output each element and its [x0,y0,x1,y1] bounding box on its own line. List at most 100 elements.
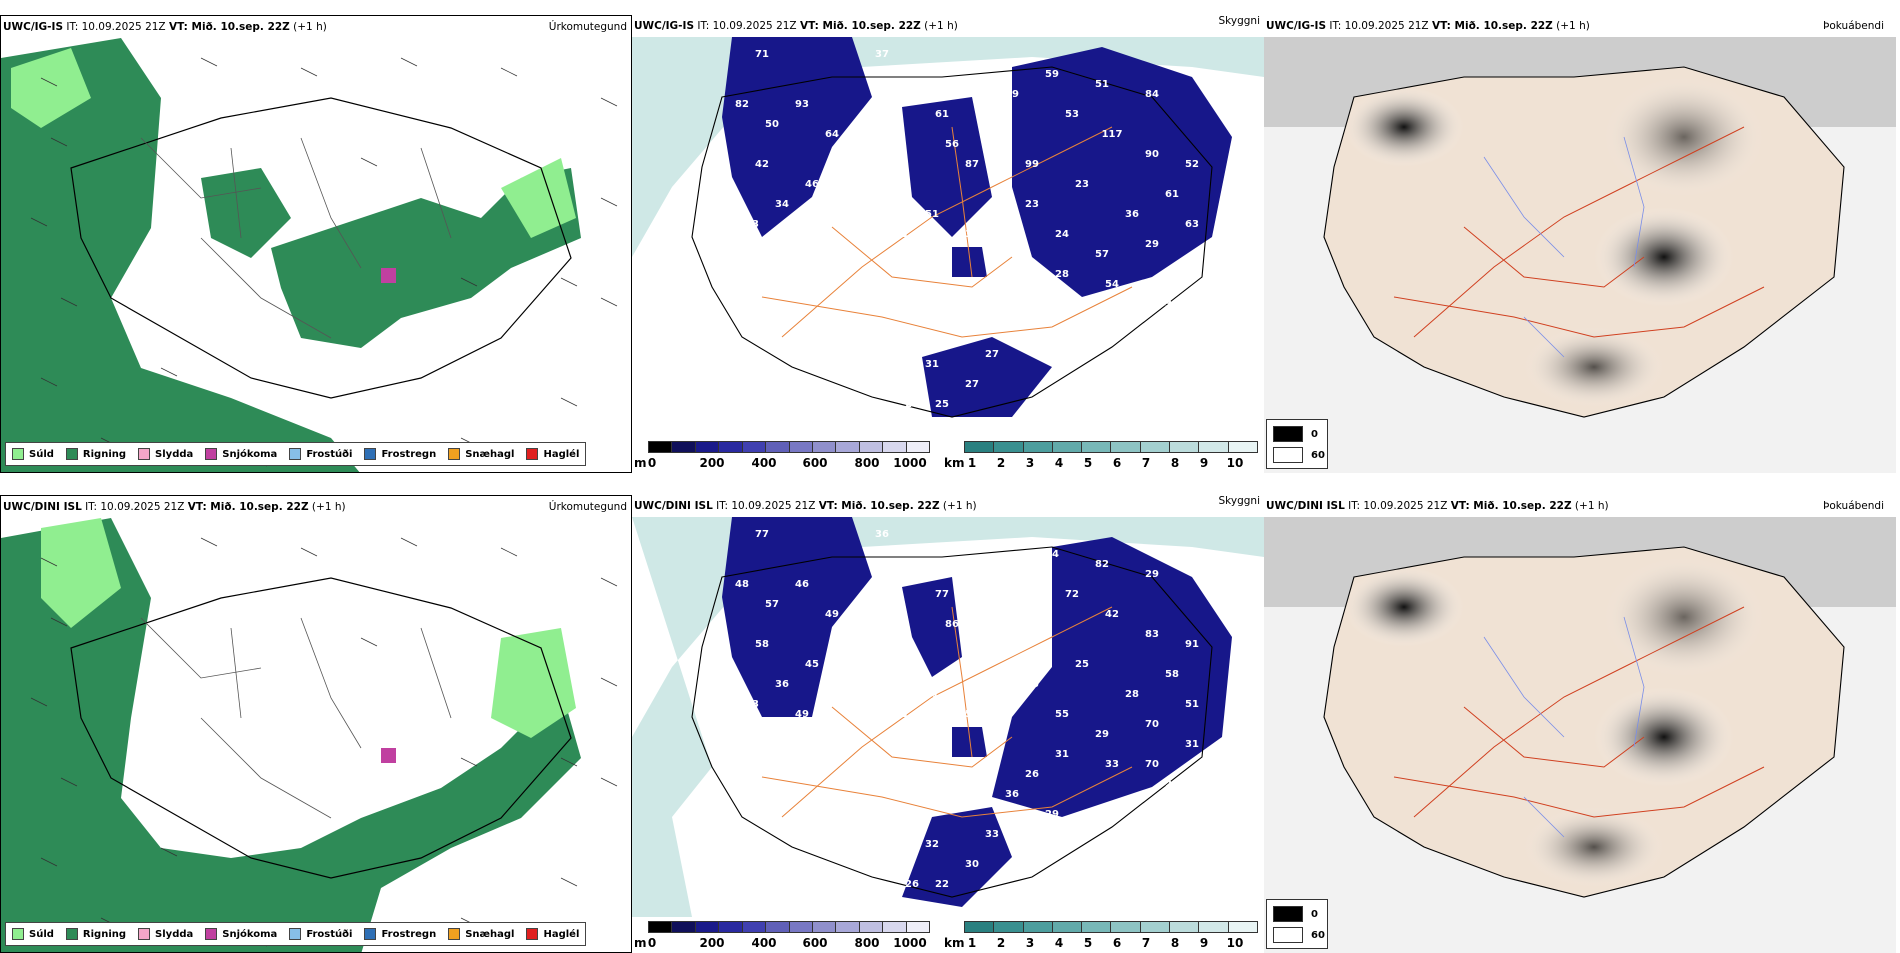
fog-legend-item: 0 [1273,906,1318,922]
ceiling-tick: 0 [647,936,657,950]
ceiling-height-label: 57 [765,599,779,610]
visibility-unit: km [944,456,965,470]
ceiling-height-label: 23 [1025,199,1039,210]
ceiling-colorbar-strip [648,441,930,453]
ceiling-colorbar: m 0 200 400 600 800 1000 [632,437,932,473]
ceiling-height-label: 31 [1185,739,1199,750]
ceiling-height-label: 51 [965,709,979,720]
ceiling-height-label: 37 [875,49,889,60]
ceiling-height-label: 93 [795,99,809,110]
fog-panel-top: UWC/IG-IS IT: 10.09.2025 21Z VT: Mið. 10… [1264,15,1896,473]
panel-title: UWC/IG-IS IT: 10.09.2025 21Z VT: Mið. 10… [634,20,958,32]
ceiling-height-label: 27 [985,349,999,360]
ceiling-height-label: 82 [1095,559,1109,570]
ceiling-height-label: 29 [1145,569,1159,580]
ceiling-height-label: 87 [965,159,979,170]
ceiling-height-label: 24 [1055,229,1069,240]
ceiling-height-label: 51 [895,229,909,240]
visibility-ceiling-map: 77 36 48 46 57 49 58 45 77 86 64 41 55 51 64 82 29 72 42 83… [632,517,1264,917]
ceiling-height-label: 56 [825,209,839,220]
ceiling-height-label: 36 [1005,789,1019,800]
legend-swatch [448,448,461,460]
visibility-panel-top: UWC/IG-IS IT: 10.09.2025 21Z VT: Mið. 10… [632,15,1264,473]
ceiling-height-label: 36 [875,529,889,540]
visibility-tick: 4 [1054,936,1064,950]
ceiling-height-label: 26 [905,879,919,890]
ceiling-height-label: 45 [805,659,819,670]
ceiling-height-label: 64 [1045,549,1059,560]
panel-kind-label: Úrkomutegund [548,21,627,33]
visibility-tick: 1 [967,456,977,470]
ceiling-height-label: 26 [905,399,919,410]
ceiling-height-label: 86 [945,619,959,630]
ceiling-height-label: 41 [895,709,909,720]
legend-swatch [65,928,78,940]
visibility-tick: 5 [1083,936,1093,950]
ceiling-height-label: 34 [1165,299,1179,310]
ceiling-height-label: 64 [965,639,979,650]
ceiling-tick: 200 [699,456,725,470]
ceiling-height-label: 28 [865,639,879,650]
ceiling-height-label: 84 [865,159,879,170]
ceiling-height-label: 51 [1095,79,1109,90]
ceiling-height-label: 35 [1025,679,1039,690]
ceiling-tick: 400 [751,936,777,950]
ceiling-height-label: 39 [965,229,979,240]
visibility-tick: 1 [967,936,977,950]
ceiling-height-label: 30 [965,859,979,870]
legend-item-rigning: Rigning [65,448,126,460]
visibility-tick: 3 [1025,456,1035,470]
legend-item-slydda: Slydda [138,448,193,460]
ceiling-height-label: 63 [885,669,899,680]
ceiling-height-label: 36 [775,679,789,690]
ceiling-height-label: 59 [1045,69,1059,80]
ceiling-height-label: 29 [1045,809,1059,820]
ceiling-height-label: 42 [1105,609,1119,620]
visibility-tick: 5 [1083,456,1093,470]
panel-kind-label: Úrkomutegund [548,501,627,513]
legend-swatch [448,928,461,940]
legend-swatch [138,448,151,460]
visibility-colorbar-strip [964,921,1258,933]
ceiling-height-label: 77 [755,529,769,540]
ceiling-tick: 800 [854,456,880,470]
legend-swatch [65,448,78,460]
legend-item-haglel: Haglél [526,928,579,940]
ceiling-height-label: 26 [1025,769,1039,780]
ceiling-height-label: 37 [725,189,739,200]
legend-item-frostregn: Frostregn [364,928,436,940]
visibility-tick: 10 [1226,936,1244,950]
ceiling-height-label: 37 [1045,329,1059,340]
ceiling-tick: 600 [802,456,828,470]
visibility-tick: 8 [1170,456,1180,470]
ceiling-height-label: 61 [1165,189,1179,200]
fog-legend-item: 60 [1273,927,1325,943]
visibility-colorbar-strip [964,441,1258,453]
visibility-tick: 4 [1054,456,1064,470]
ceiling-height-label: 83 [1145,629,1159,640]
visibility-tick: 7 [1141,456,1151,470]
legend-item-haglel: Haglél [526,448,579,460]
visibility-tick: 7 [1141,936,1151,950]
ceiling-height-label: 22 [935,879,949,890]
ceiling-height-label: 61 [935,109,949,120]
legend-item-slydda: Slydda [138,928,193,940]
ceiling-tick: 600 [802,936,828,950]
legend-swatch [526,928,539,940]
ceiling-colorbar: m 0 200 400 600 800 1000 [632,917,932,953]
ceiling-height-label: 82 [735,99,749,110]
ceiling-height-label: 52 [1185,159,1199,170]
visibility-tick: 10 [1226,456,1244,470]
ceiling-height-label: 36 [1125,209,1139,220]
legend-swatch [364,448,377,460]
visibility-unit: km [944,936,965,950]
visibility-colorbar: km 1 2 3 4 5 6 7 8 9 10 [942,917,1262,953]
ceiling-height-label: 25 [1075,659,1089,670]
visibility-tick: 2 [996,936,1006,950]
panel-kind-label: Skyggni [1218,495,1261,507]
ceiling-height-label: 70 [1145,759,1159,770]
ceiling-tick: 0 [647,456,657,470]
ceiling-height-label: 63 [1185,219,1199,230]
ceiling-height-label: 90 [1145,149,1159,160]
legend-item-frostudi: Frostúði [289,928,352,940]
